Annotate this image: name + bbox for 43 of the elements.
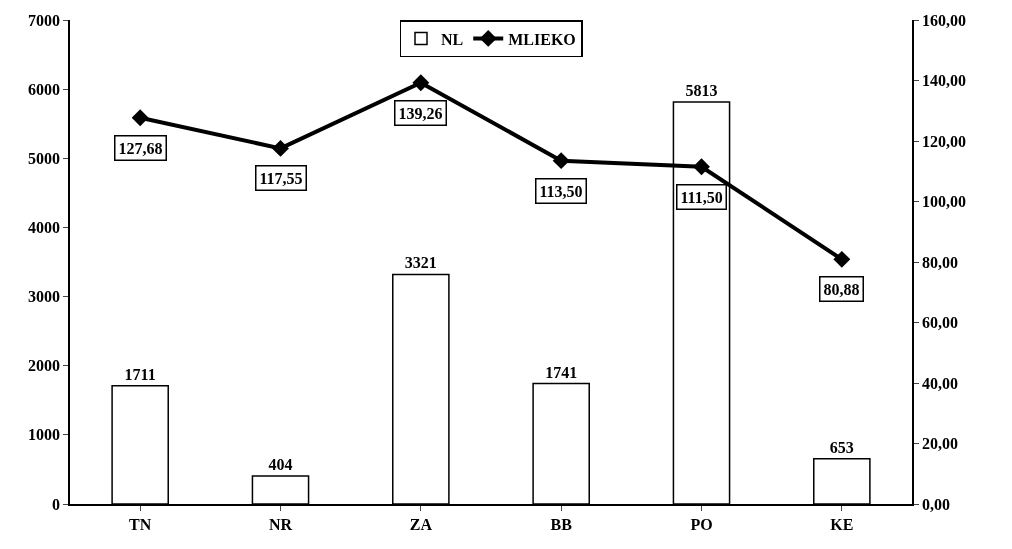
y-tick-label: 5000 bbox=[28, 149, 61, 167]
data-label: 80,88 bbox=[823, 280, 860, 298]
y2-tick-label: 40,00 bbox=[921, 374, 958, 392]
data-label: 127,68 bbox=[118, 139, 163, 157]
point bbox=[412, 74, 430, 92]
y-tick-label: 1000 bbox=[28, 426, 61, 444]
y2-tick-label: 140,00 bbox=[921, 72, 966, 90]
data-label: 3321 bbox=[404, 254, 437, 272]
data-label: 1711 bbox=[124, 365, 156, 383]
legend-label: MLIEKO bbox=[508, 30, 576, 48]
data-label: 404 bbox=[268, 456, 293, 474]
x-tick-label: NR bbox=[268, 515, 293, 533]
y2-tick-label: 60,00 bbox=[921, 314, 958, 332]
point bbox=[272, 139, 289, 157]
data-label: 111,50 bbox=[680, 188, 723, 206]
x-tick-label: PO bbox=[690, 515, 713, 533]
y-tick-label: 2000 bbox=[28, 357, 61, 375]
point bbox=[693, 158, 710, 176]
data-label: 5813 bbox=[685, 82, 718, 100]
x-tick-label: KE bbox=[830, 515, 854, 533]
y-tick-label: 0 bbox=[52, 495, 61, 513]
y2-tick-label: 120,00 bbox=[921, 132, 966, 150]
x-tick-label: BB bbox=[550, 515, 573, 533]
y2-tick-label: 80,00 bbox=[921, 253, 958, 271]
y-tick-label: 7000 bbox=[28, 11, 61, 29]
data-label: 113,50 bbox=[539, 182, 583, 200]
data-label: 139,26 bbox=[398, 104, 443, 122]
y2-tick-label: 0,00 bbox=[921, 495, 950, 513]
y2-tick-label: 160,00 bbox=[921, 11, 966, 29]
y-tick-label: 6000 bbox=[28, 80, 61, 98]
data-label: 653 bbox=[829, 438, 854, 456]
legend-label: NL bbox=[441, 30, 464, 48]
y2-tick-label: 20,00 bbox=[921, 435, 958, 453]
x-tick-label: ZA bbox=[409, 515, 433, 533]
x-tick-label: TN bbox=[129, 515, 152, 533]
point bbox=[552, 152, 570, 170]
data-label: 1741 bbox=[545, 363, 578, 381]
point bbox=[833, 250, 851, 268]
y-tick-label: 3000 bbox=[28, 288, 61, 306]
data-label: 117,55 bbox=[259, 169, 303, 187]
y-tick-label: 4000 bbox=[28, 219, 61, 237]
y2-tick-label: 100,00 bbox=[921, 193, 966, 211]
point bbox=[131, 109, 149, 127]
